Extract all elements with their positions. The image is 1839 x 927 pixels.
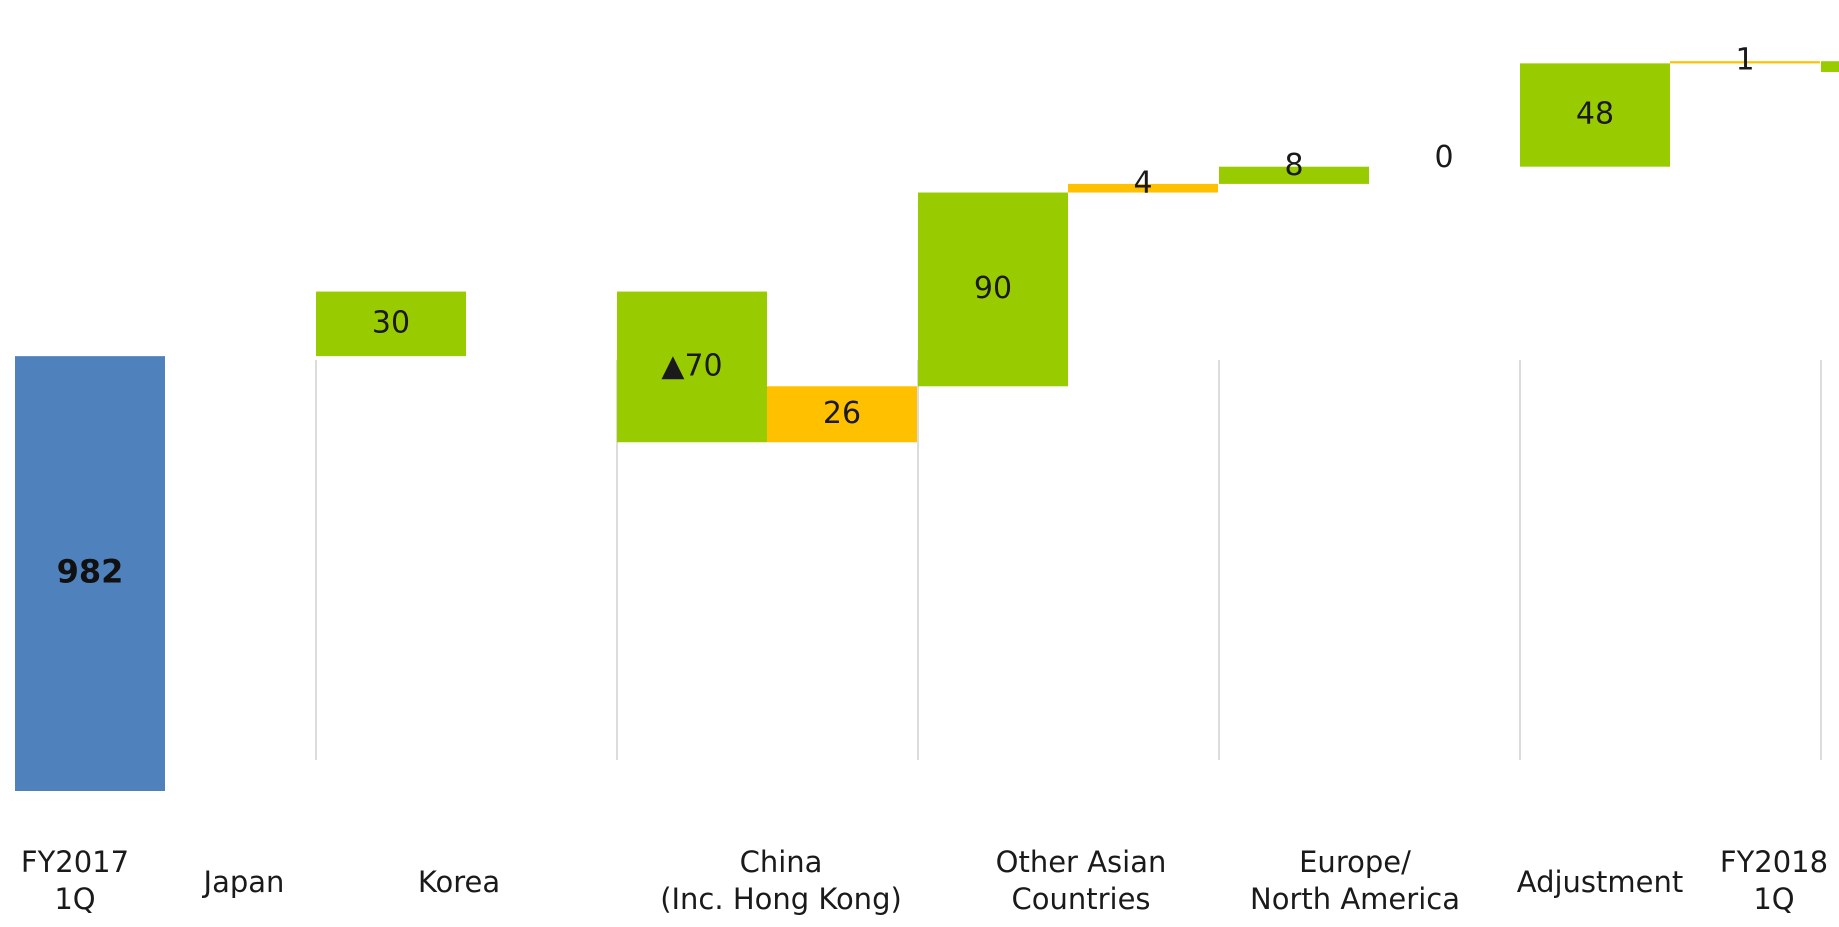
category-label: FY2018 1Q xyxy=(1720,845,1828,916)
category-label: Other Asian Countries xyxy=(996,845,1167,916)
delta-label: 8 xyxy=(1284,148,1303,183)
delta-label: ▲70 xyxy=(661,348,722,383)
delta-label: 4 xyxy=(1133,165,1152,200)
delta-bar-green xyxy=(1520,63,1670,167)
delta-label: 26 xyxy=(823,396,861,431)
bars xyxy=(15,61,1839,791)
category-label: Korea xyxy=(418,865,500,899)
category-labels: FY2017 1Q Japan Korea China (Inc. Hong Kong) O… xyxy=(21,845,1828,916)
total-bar-start xyxy=(15,356,165,791)
delta-bar-green xyxy=(617,291,767,443)
delta-bar-green xyxy=(918,192,1068,387)
total-label-start: 982 xyxy=(57,553,124,591)
delta-label: 48 xyxy=(1576,97,1614,132)
category-label: FY2017 1Q xyxy=(21,845,129,916)
category-label: China (Inc. Hong Kong) xyxy=(660,845,902,916)
category-label: Japan xyxy=(202,865,285,899)
delta-label: 90 xyxy=(974,271,1012,306)
delta-bar-orange xyxy=(767,386,917,443)
category-label: Adjustment xyxy=(1517,865,1684,899)
category-dividers xyxy=(315,360,1822,760)
category-label: Europe/North America xyxy=(1250,845,1460,916)
delta-bar-orange xyxy=(1068,183,1218,193)
delta-bar-green xyxy=(1219,166,1369,184)
delta-label: 0 xyxy=(1434,140,1453,175)
delta-label: 30 xyxy=(372,305,410,340)
delta-bar-orange xyxy=(1670,61,1820,64)
delta-bar-green xyxy=(316,291,466,357)
delta-label: 1 xyxy=(1735,43,1754,78)
delta-bar-green xyxy=(1821,61,1839,72)
